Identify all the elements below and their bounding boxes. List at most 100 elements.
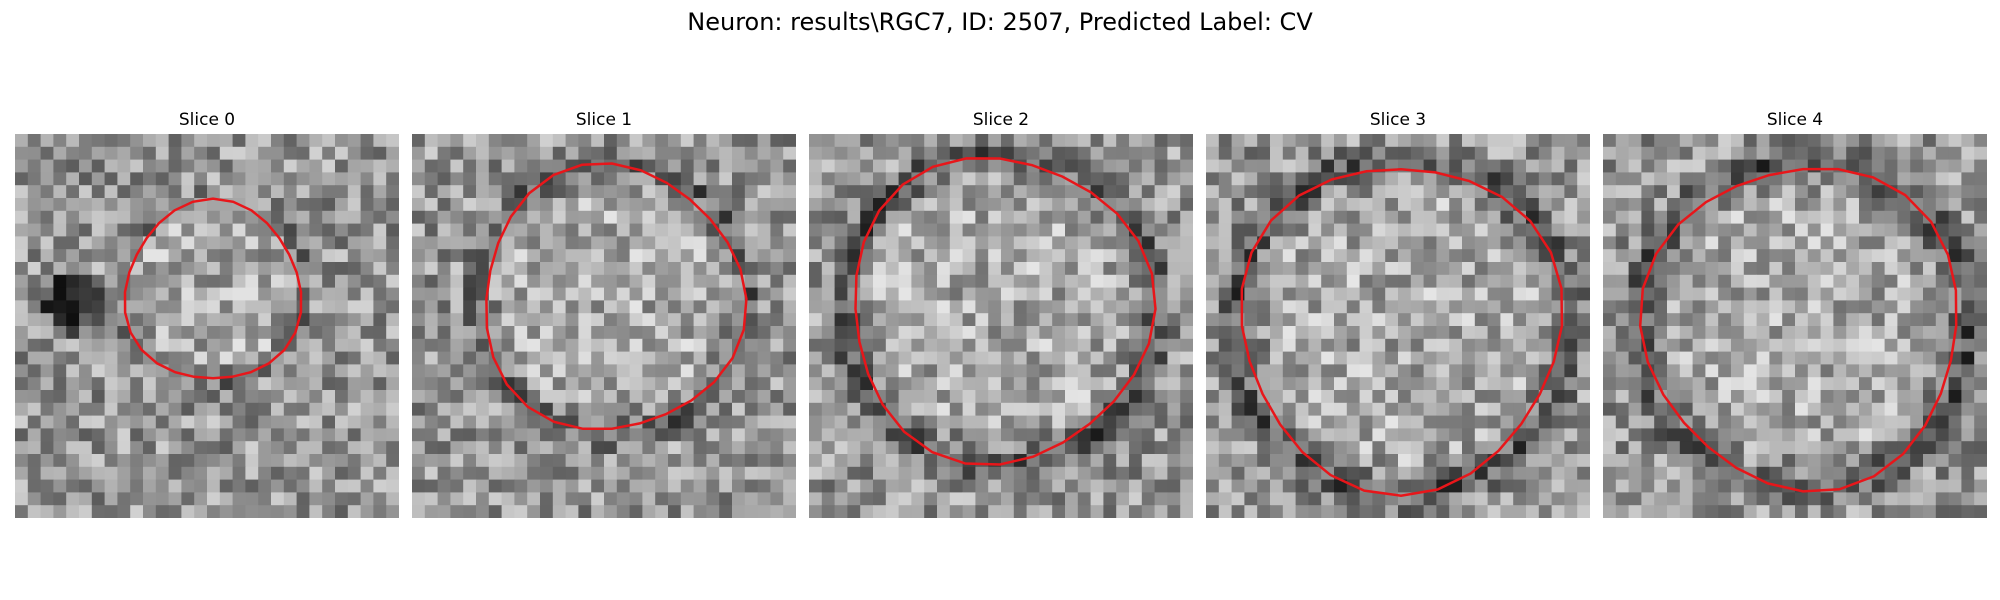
pixel-cell — [1372, 454, 1386, 468]
pixel-cell — [1692, 364, 1706, 378]
pixel-cell — [437, 505, 451, 518]
pixel-cell — [1231, 351, 1245, 365]
pixel-cell — [847, 146, 861, 160]
pixel-cell — [1218, 492, 1232, 506]
pixel-cell — [911, 402, 925, 416]
pixel-cell — [1769, 364, 1783, 378]
pixel-cell — [1346, 274, 1360, 288]
pixel-cell — [1257, 198, 1271, 212]
pixel-cell — [1910, 210, 1924, 224]
pixel-cell — [232, 338, 246, 352]
pixel-cell — [296, 402, 310, 416]
pixel-cell — [258, 338, 272, 352]
pixel-cell — [604, 287, 618, 301]
pixel-cell — [1436, 313, 1450, 327]
pixel-cell — [296, 300, 310, 314]
pixel-cell — [1282, 415, 1296, 429]
pixel-cell — [450, 479, 464, 493]
pixel-cell — [1295, 134, 1309, 148]
pixel-cell — [1013, 249, 1027, 263]
pixel-cell — [642, 364, 656, 378]
pixel-cell — [1154, 146, 1168, 160]
pixel-cell — [744, 402, 758, 416]
pixel-cell — [1231, 274, 1245, 288]
pixel-cell — [1705, 364, 1719, 378]
pixel-cell — [130, 505, 144, 518]
pixel-cell — [565, 402, 579, 416]
pixel-cell — [1423, 454, 1437, 468]
pixel-cell — [1513, 402, 1527, 416]
pixel-cell — [1756, 300, 1770, 314]
pixel-cell — [1167, 198, 1181, 212]
pixel-cell — [232, 159, 246, 173]
pixel-cell — [219, 377, 233, 391]
pixel-cell — [1974, 236, 1987, 250]
pixel-cell — [1743, 146, 1757, 160]
pixel-cell — [1948, 390, 1962, 404]
pixel-cell — [783, 198, 796, 212]
pixel-cell — [783, 351, 796, 365]
pixel-cell — [53, 249, 67, 263]
pixel-cell — [219, 185, 233, 199]
pixel-cell — [117, 492, 131, 506]
pixel-cell — [1961, 492, 1975, 506]
pixel-cell — [232, 146, 246, 160]
pixel-cell — [1295, 338, 1309, 352]
pixel-cell — [732, 210, 746, 224]
pixel-cell — [1628, 441, 1642, 455]
pixel-cell — [1807, 262, 1821, 276]
pixel-cell — [1026, 351, 1040, 365]
pixel-cell — [1513, 313, 1527, 327]
pixel-cell — [463, 338, 477, 352]
pixel-cell — [885, 479, 899, 493]
pixel-cell — [1487, 377, 1501, 391]
pixel-cell — [450, 428, 464, 442]
pixel-cell — [770, 492, 784, 506]
pixel-cell — [898, 236, 912, 250]
pixel-cell — [1141, 466, 1155, 480]
pixel-cell — [1462, 198, 1476, 212]
pixel-cell — [79, 479, 93, 493]
pixel-cell — [1334, 210, 1348, 224]
pixel-cell — [463, 300, 477, 314]
pixel-cell — [1103, 313, 1117, 327]
pixel-cell — [40, 505, 54, 518]
pixel-cell — [1577, 441, 1590, 455]
pixel-cell — [1884, 210, 1898, 224]
pixel-cell — [373, 351, 387, 365]
pixel-cell — [1961, 223, 1975, 237]
pixel-cell — [1731, 236, 1745, 250]
pixel-cell — [1218, 377, 1232, 391]
pixel-cell — [207, 441, 221, 455]
pixel-cell — [271, 402, 285, 416]
pixel-cell — [1077, 441, 1091, 455]
pixel-cell — [821, 428, 835, 442]
pixel-cell — [1103, 338, 1117, 352]
pixel-cell — [1257, 300, 1271, 314]
pixel-cell — [949, 505, 963, 518]
pixel-cell — [463, 466, 477, 480]
pixel-cell — [1679, 262, 1693, 276]
pixel-cell — [360, 262, 374, 276]
pixel-cell — [757, 351, 771, 365]
pixel-cell — [578, 326, 592, 340]
pixel-cell — [1538, 274, 1552, 288]
pixel-cell — [488, 146, 502, 160]
pixel-cell — [1116, 159, 1130, 173]
pixel-cell — [1679, 313, 1693, 327]
pixel-cell — [1346, 236, 1360, 250]
pixel-cell — [578, 198, 592, 212]
pixel-cell — [744, 338, 758, 352]
pixel-cell — [1065, 492, 1079, 506]
pixel-cell — [911, 159, 925, 173]
pixel-cell — [565, 364, 579, 378]
pixel-cell — [898, 466, 912, 480]
pixel-cell — [181, 351, 195, 365]
pixel-cell — [1513, 236, 1527, 250]
pixel-cell — [1436, 159, 1450, 173]
pixel-cell — [1282, 492, 1296, 506]
pixel-cell — [463, 415, 477, 429]
pixel-cell — [1795, 492, 1809, 506]
pixel-cell — [1871, 159, 1885, 173]
pixel-cell — [1871, 364, 1885, 378]
